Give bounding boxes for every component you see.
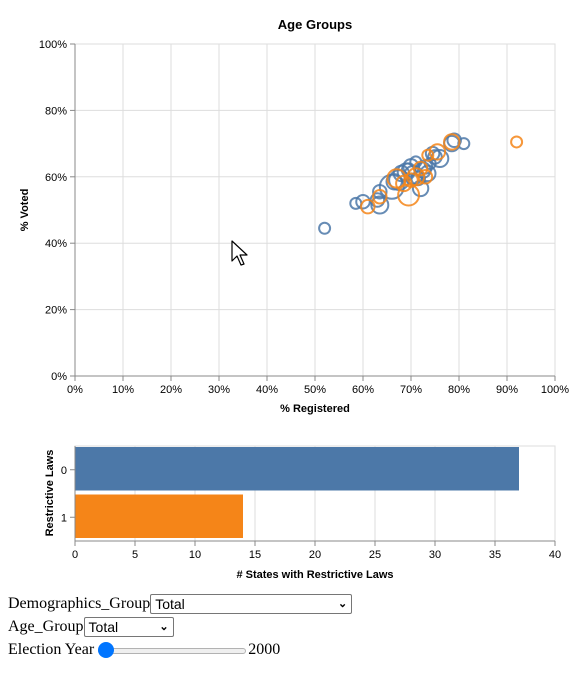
- bar-x-tick-label: 10: [189, 549, 201, 561]
- bar-x-axis-title: # States with Restrictive Laws: [236, 569, 393, 581]
- bar-x-tick-label: 20: [309, 549, 321, 561]
- x-tick-label: 0%: [67, 384, 83, 396]
- scatter-point[interactable]: [421, 148, 435, 162]
- chart-title: Age Groups: [278, 17, 352, 32]
- age-select-value: Total: [88, 618, 119, 635]
- bar-x-tick-label: 35: [489, 549, 501, 561]
- scatter-points: [318, 132, 524, 235]
- x-tick-label: 30%: [208, 384, 230, 396]
- year-slider-track[interactable]: [98, 647, 247, 654]
- scatter-point[interactable]: [355, 193, 371, 210]
- demographics-label: Demographics_Group: [8, 594, 151, 612]
- scatter-point[interactable]: [372, 188, 388, 205]
- scatter-point[interactable]: [457, 137, 471, 151]
- bar-x-tick-label: 0: [72, 549, 78, 561]
- scatter-point[interactable]: [428, 143, 447, 161]
- x-tick-label: 60%: [352, 384, 374, 396]
- controls-panel: Demographics_Group Total ⌄ Age_Group Tot…: [8, 592, 353, 661]
- bar[interactable]: [75, 494, 243, 539]
- bar-x-tick-label: 40: [549, 549, 561, 561]
- scatter-point[interactable]: [370, 195, 390, 215]
- demographics-row: Demographics_Group Total ⌄: [8, 592, 353, 615]
- age-select[interactable]: Total ⌄: [83, 616, 174, 637]
- bar-x-tick-label: 25: [369, 549, 381, 561]
- scatter-point[interactable]: [443, 133, 461, 151]
- bar-x-tick-label: 30: [429, 549, 441, 561]
- scatter-point[interactable]: [427, 149, 443, 165]
- scatter-point[interactable]: [412, 160, 429, 177]
- year-row: Election Year 2000: [8, 638, 352, 661]
- scatter-point[interactable]: [360, 198, 376, 215]
- scatter-chart[interactable]: Age Groups 0% 10% 20% 30% 40% 50% 60% 70% 80% 90%…: [0, 0, 582, 425]
- year-slider-thumb[interactable]: [98, 641, 115, 658]
- chevron-down-icon: ⌄: [337, 598, 348, 610]
- y-tick-label: 40%: [45, 238, 67, 250]
- scatter-axes: 0% 10% 20% 30% 40% 50% 60% 70% 80% 90% 100% 0% 20% 40…: [39, 39, 569, 396]
- x-tick-label: 80%: [448, 384, 470, 396]
- scatter-point[interactable]: [417, 169, 434, 185]
- scatter-point[interactable]: [446, 132, 462, 149]
- scatter-point[interactable]: [318, 221, 332, 235]
- age-row: Age_Group Total ⌄: [8, 615, 352, 638]
- y-axis-title: % Voted: [19, 189, 31, 232]
- bar-y-tick-label: 0: [61, 465, 67, 477]
- bar-x-tick-label: 15: [249, 549, 261, 561]
- year-value: 2000: [248, 640, 281, 658]
- bar-chart[interactable]: 0 5 10 15 20 25 30 35 40 0 1 # States with Restric…: [0, 438, 582, 586]
- bar-y-axis-title: Restrictive Laws: [44, 450, 56, 537]
- y-tick-label: 20%: [45, 305, 67, 317]
- year-label: Election Year: [8, 640, 95, 658]
- x-axis-title: % Registered: [280, 403, 350, 415]
- bar-y-tick-label: 1: [61, 512, 67, 524]
- scatter-point[interactable]: [406, 167, 426, 187]
- bar-axes: 0 5 10 15 20 25 30 35 40 0 1: [61, 446, 561, 561]
- x-tick-label: 90%: [496, 384, 518, 396]
- year-slider[interactable]: [98, 641, 247, 658]
- y-tick-label: 80%: [45, 105, 67, 117]
- x-tick-label: 10%: [112, 384, 134, 396]
- scatter-point[interactable]: [397, 183, 421, 207]
- x-tick-label: 40%: [256, 384, 278, 396]
- x-tick-label: 70%: [400, 384, 422, 396]
- scatter-point[interactable]: [510, 135, 524, 149]
- y-tick-label: 100%: [39, 39, 67, 51]
- bar-x-tick-label: 5: [132, 549, 138, 561]
- y-tick-label: 60%: [45, 172, 67, 184]
- mouse-pointer-icon: [231, 240, 248, 266]
- age-label: Age_Group: [8, 617, 84, 635]
- x-tick-label: 100%: [541, 384, 569, 396]
- scatter-point[interactable]: [403, 172, 419, 188]
- y-tick-label: 0%: [51, 371, 67, 383]
- x-tick-label: 20%: [160, 384, 182, 396]
- bar[interactable]: [75, 447, 519, 491]
- chevron-down-icon: ⌄: [159, 621, 169, 633]
- demographics-select[interactable]: Total ⌄: [150, 593, 353, 614]
- demographics-select-value: Total: [155, 595, 185, 612]
- x-tick-label: 50%: [304, 384, 326, 396]
- scatter-gridlines: [74, 43, 556, 377]
- bar-marks: [75, 447, 519, 538]
